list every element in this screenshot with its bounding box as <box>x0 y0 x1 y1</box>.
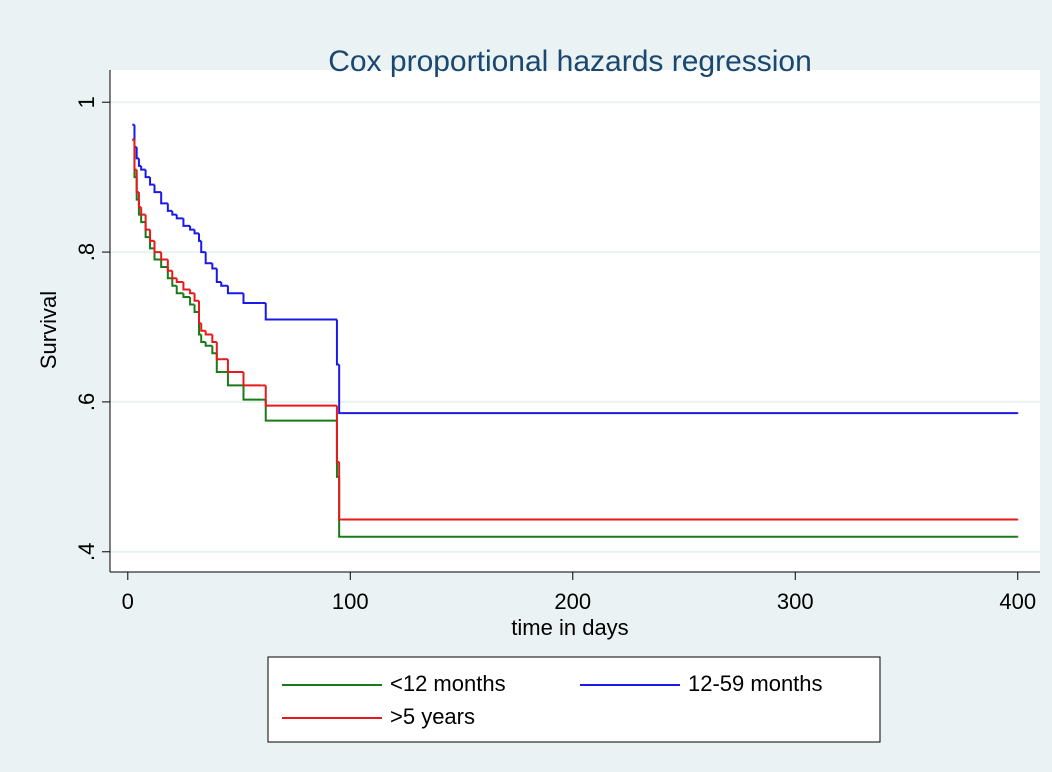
survival-step <box>204 252 213 265</box>
survival-step <box>338 364 342 415</box>
x-tick-label: 400 <box>999 589 1036 614</box>
survival-step <box>226 285 244 295</box>
survival-step <box>182 293 191 299</box>
survival-step <box>242 293 262 305</box>
survival-step <box>193 304 199 314</box>
survival-step <box>200 334 206 343</box>
survival-step <box>140 214 146 224</box>
legend-label: 12-59 months <box>688 671 823 696</box>
survival-step <box>189 289 195 295</box>
survival-step <box>200 240 206 254</box>
survival-step <box>160 259 168 269</box>
plot-area <box>110 70 1040 572</box>
x-tick-label: 100 <box>332 589 369 614</box>
survival-step <box>204 330 213 336</box>
legend-label: >5 years <box>390 704 475 729</box>
survival-step <box>153 240 162 254</box>
survival-step <box>215 268 222 284</box>
survival-step <box>338 461 342 521</box>
survival-step <box>171 278 177 287</box>
survival-step <box>193 229 199 235</box>
legend-box <box>267 656 881 743</box>
survival-step <box>220 282 228 287</box>
survival-step <box>137 192 142 209</box>
survival-step <box>182 282 191 291</box>
chart-title: Cox proportional hazards regression <box>328 45 812 78</box>
x-axis-label: time in days <box>511 615 628 640</box>
x-tick-label: 200 <box>554 589 591 614</box>
survival-step <box>149 229 155 242</box>
y-tick-label: .8 <box>74 243 99 261</box>
y-tick-label: .4 <box>74 543 99 561</box>
survival-step <box>144 169 151 179</box>
survival-step <box>189 297 195 306</box>
survival-step <box>153 184 162 194</box>
survival-step <box>189 225 195 231</box>
legend-label: <12 months <box>390 671 506 696</box>
survival-step <box>264 303 337 321</box>
survival-step <box>211 334 217 343</box>
survival-step <box>175 285 184 295</box>
survival-step <box>242 385 262 401</box>
survival-step <box>175 214 184 220</box>
survival-step <box>137 158 142 167</box>
y-axis-label: Survival <box>36 291 61 369</box>
survival-step <box>204 341 213 347</box>
survival-step <box>215 341 222 361</box>
survival-step <box>242 371 262 387</box>
survival-step <box>193 293 199 302</box>
y-tick-label: .6 <box>74 393 99 411</box>
x-tick-label: 0 <box>122 589 134 614</box>
survival-step <box>140 207 146 216</box>
survival-step <box>226 371 244 387</box>
survival-step <box>226 359 244 373</box>
survival-step <box>171 270 177 280</box>
survival-step <box>211 263 217 270</box>
survival-step <box>144 214 151 231</box>
survival-step <box>211 345 217 355</box>
y-tick-label: 1 <box>74 96 99 108</box>
survival-step <box>160 252 168 261</box>
survival-step <box>166 203 173 212</box>
survival-step <box>264 385 337 407</box>
survival-step <box>182 218 191 227</box>
survival-step <box>160 192 168 205</box>
survival-step <box>166 259 173 272</box>
survival-step <box>140 165 146 171</box>
x-tick-label: 300 <box>777 589 814 614</box>
survival-step <box>171 210 177 216</box>
survival-step <box>149 177 155 186</box>
survival-step <box>200 323 206 332</box>
survival-step <box>175 278 184 284</box>
survival-step <box>135 169 139 194</box>
